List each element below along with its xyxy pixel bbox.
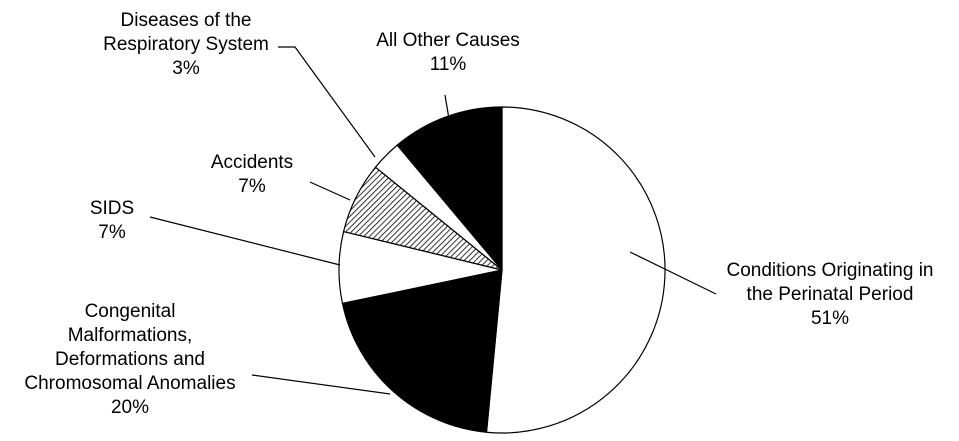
pie-slices <box>338 106 666 434</box>
slice-label-accidents: Accidents 7% <box>211 152 293 197</box>
slice-value-label: 51% <box>811 308 849 329</box>
leader-line-conditions-originating-in <box>629 251 717 295</box>
leader-line-congenital <box>251 374 391 395</box>
slice-label-line: Malformations, <box>68 325 193 346</box>
slice-label-line: Deformations and <box>55 349 205 370</box>
slice-label-line: the Perinatal Period <box>747 284 914 305</box>
slice-label-line: Respiratory System <box>103 34 269 55</box>
slice-label-line: Accidents <box>211 152 293 173</box>
slice-label-all-other-causes: All Other Causes 11% <box>376 30 520 75</box>
leader-lines <box>149 46 717 395</box>
slice-value-label: 7% <box>98 222 126 243</box>
slice-label-congenital: Congenital Malformations, Deformations and… <box>24 301 235 418</box>
slice-value-label: 20% <box>111 397 149 418</box>
slice-label-diseases-of-the: Diseases of the Respiratory System 3% <box>103 10 269 79</box>
slice-label-line: Congenital <box>85 301 176 322</box>
slice-value-label: 11% <box>430 54 467 75</box>
leader-line-accidents <box>309 181 351 201</box>
leader-line-diseases-of-the <box>278 46 376 158</box>
pie-slice-all-other-causes <box>396 106 503 272</box>
slice-label-line: SIDS <box>90 198 134 219</box>
slice-label-conditions-originating-in: Conditions Originating in the Perinatal P… <box>726 260 933 329</box>
slice-value-label: 7% <box>238 176 266 197</box>
slice-label-line: Diseases of the <box>121 10 252 31</box>
slice-label-sids: SIDS 7% <box>90 198 134 243</box>
pie-slice-conditions-originating-in <box>485 106 666 434</box>
slice-label-line: Conditions Originating in <box>726 260 933 281</box>
slice-label-line: All Other Causes <box>376 30 520 51</box>
slice-value-label: 3% <box>172 58 200 79</box>
pie-slice-congenital <box>341 269 503 433</box>
leader-line-sids <box>149 216 341 266</box>
leader-line-all-other-causes <box>444 94 451 126</box>
slice-labels: Conditions Originating in the Perinatal P… <box>24 10 933 418</box>
slice-label-line: Chromosomal Anomalies <box>24 373 235 394</box>
